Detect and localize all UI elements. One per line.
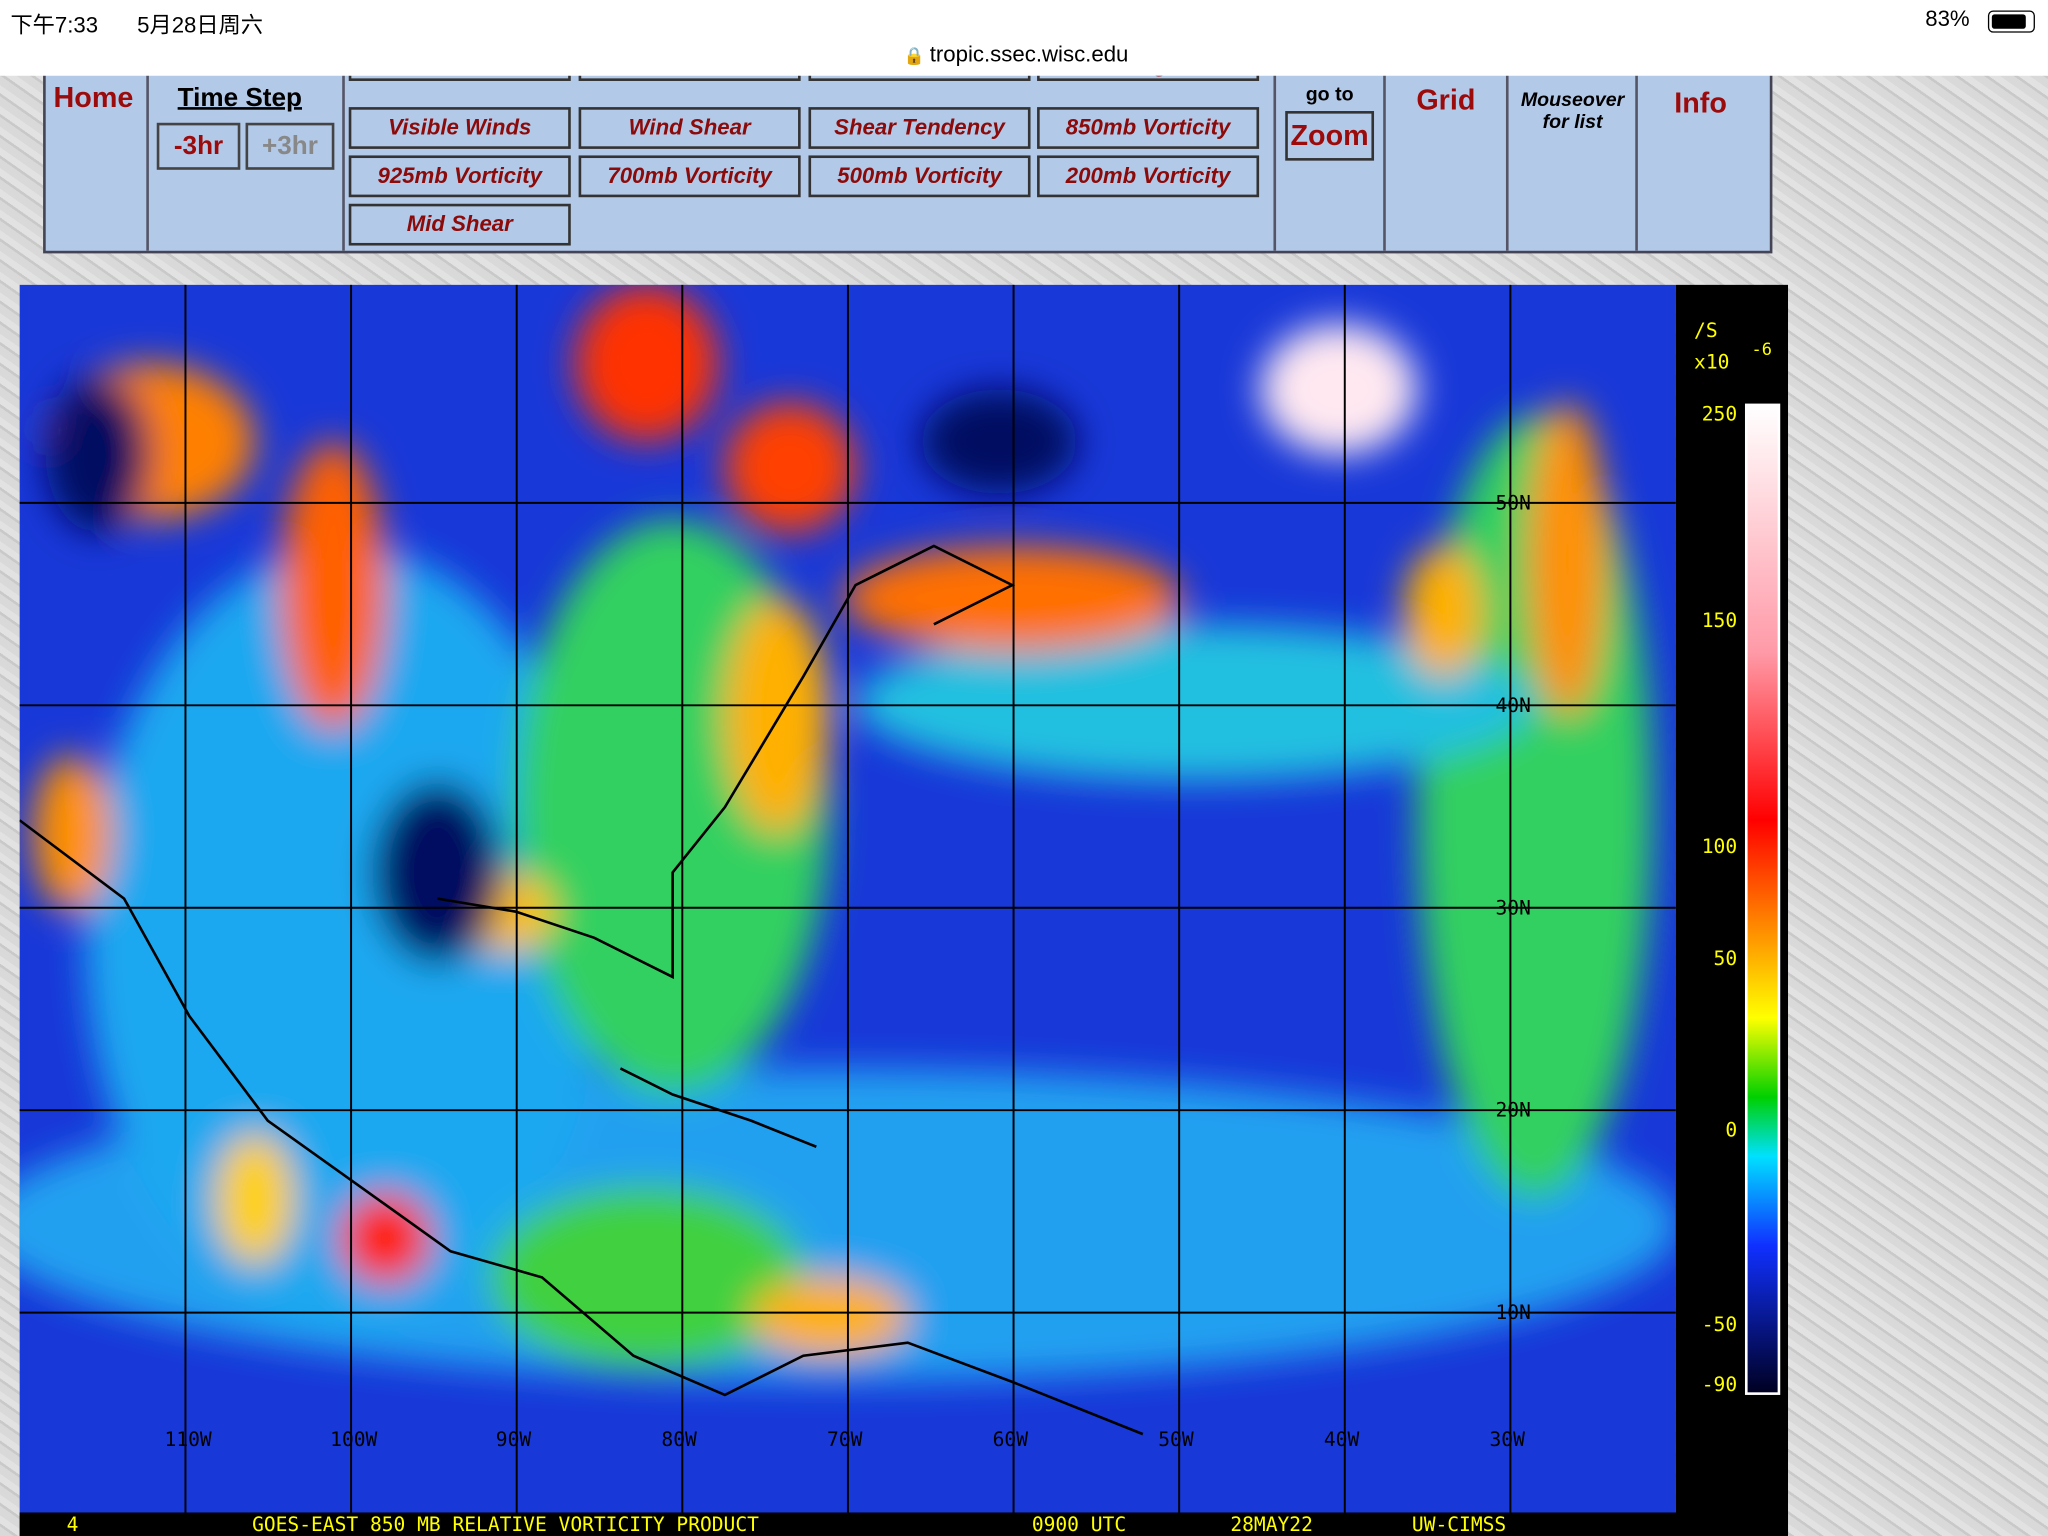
go-to-label: go to [1305,83,1354,106]
exponent-label: -6 [1752,340,1772,360]
colorbar-tick-label: 0 [1725,1118,1737,1141]
longitude-lines: 110W 100W 90W 80W 70W 60W 50W 40W 30W [165,284,1525,1513]
latitude-label: 10N [1496,1301,1531,1324]
longitude-label: 30W [1489,1428,1525,1451]
url[interactable]: 🔒 tropic.ssec.wisc.edu [903,41,1129,67]
nav-panel: Home Time Step -3hr +3hr Convergence Vis… [43,52,1773,254]
product-button[interactable]: 500mb Vorticity [808,155,1031,198]
coastlines [19,544,1144,1436]
home-cell: Home [46,54,149,251]
longitude-label: 70W [827,1428,863,1451]
home-link[interactable]: Home [53,80,134,114]
longitude-label: 60W [993,1428,1029,1451]
plus-button[interactable]: +3hr [245,122,335,170]
product-button[interactable]: 850mb Vorticity [1037,107,1260,149]
product-button[interactable]: Shear Tendency [808,107,1031,149]
product-title: GOES-EAST 850 MB RELATIVE VORTICITY PROD… [252,1513,759,1536]
longitude-label: 100W [330,1428,377,1451]
zoom-button[interactable]: Zoom [1285,111,1375,161]
colorbar-tick-label: 250 [1702,403,1737,426]
latitude-label: 20N [1496,1099,1531,1122]
battery-icon [1987,10,2035,33]
longitude-label: 90W [496,1428,532,1451]
time-step-cell: Time Step -3hr +3hr [149,54,345,251]
date-label: 28MAY22 [1230,1513,1313,1536]
latitude-label: 40N [1496,694,1531,717]
longitude-label: 110W [165,1428,212,1451]
product-button[interactable]: 700mb Vorticity [578,155,801,198]
product-button[interactable]: Visible Winds [348,107,571,149]
colorbar-tick-label: 100 [1702,835,1737,858]
product-button[interactable]: Mid Shear [348,203,571,246]
footer-band [19,1512,1789,1536]
latitude-label: 30N [1496,896,1531,919]
longitude-label: 50W [1158,1428,1194,1451]
info-cell: Product Info [1638,55,1767,251]
zoom-cell: go to Zoom [1276,54,1386,251]
grid-cell: Product Grid [1386,54,1509,251]
product-button[interactable]: 200mb Vorticity [1037,155,1260,198]
time-label: 0900 UTC [1032,1513,1126,1536]
frame-number: 4 [67,1513,79,1536]
colorbar-tick-label: -90 [1702,1373,1737,1396]
longitude-label: 80W [661,1428,697,1451]
status-time: 下午7:33 [10,13,99,38]
url-text: tropic.ssec.wisc.edu [929,41,1129,67]
vorticity-field [19,284,1676,1382]
scale-label: x10 [1694,350,1729,373]
product-cell: Convergence Visible Winds Wind Shear She… [345,54,1277,251]
time-step-label: Time Step [177,83,302,113]
colorbar-tick-label: -50 [1702,1313,1737,1336]
product-button[interactable]: 925mb Vorticity [348,155,571,198]
status-date: 5月28日周六 [137,13,264,38]
colorbar-tick-label: 150 [1702,609,1737,632]
minus-button[interactable]: -3hr [156,122,241,170]
units-label: /S [1694,319,1718,342]
mouseover-cell: Mouseover for list [1509,54,1638,251]
colorbar-ticks: 250 150 100 50 0 -50 -90 [1702,403,1737,1396]
battery-level: 83% [1925,6,1970,32]
source-label: UW-CIMSS [1412,1513,1506,1536]
vorticity-map: 50N 40N 30N 20N 10N 110W 100W 90W 80W 70W 60W 50W 4… [19,284,1789,1536]
longitude-label: 40W [1324,1428,1360,1451]
mouseover-label: Mouseover for list [1520,88,1625,134]
latitude-label: 50N [1496,491,1531,514]
colorbar [1744,403,1781,1395]
product-button[interactable]: Wind Shear [578,107,801,149]
colorbar-tick-label: 50 [1714,947,1738,970]
browser-bar: 下午7:33 5月28日周六 83% 🔒 tropic.ssec.wisc.ed… [0,0,2048,76]
